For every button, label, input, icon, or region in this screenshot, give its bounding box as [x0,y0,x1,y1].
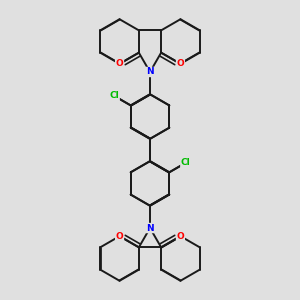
Text: O: O [177,59,184,68]
Text: N: N [146,224,154,232]
Text: Cl: Cl [182,158,192,167]
Text: O: O [177,232,184,241]
Text: O: O [116,232,123,241]
Text: N: N [146,68,154,76]
Text: Cl: Cl [110,92,119,100]
Text: O: O [116,59,123,68]
Text: Cl: Cl [108,91,118,100]
Text: Cl: Cl [181,158,190,167]
